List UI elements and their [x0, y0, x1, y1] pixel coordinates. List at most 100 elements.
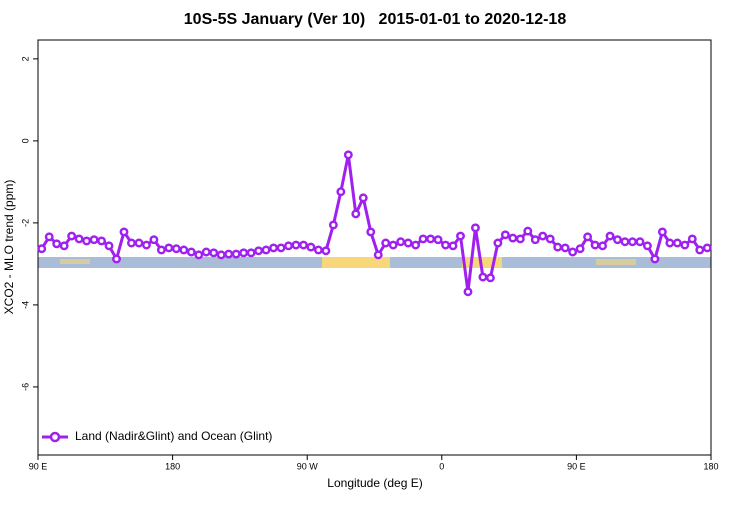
data-point [478, 272, 488, 282]
data-point [366, 227, 376, 237]
data-point [134, 238, 144, 248]
data-point [224, 249, 234, 259]
data-point [575, 244, 585, 254]
data-point [381, 238, 391, 248]
data-point [231, 249, 241, 259]
data-point [164, 243, 174, 253]
y-tick-label: -2 [20, 219, 30, 227]
data-point [403, 238, 413, 248]
x-tick-label: 90 W [297, 461, 319, 471]
data-point [82, 236, 92, 246]
data-point [59, 241, 69, 251]
data-point [628, 237, 637, 247]
data-point [695, 245, 705, 255]
legend-label: Land (Nadir&Glint) and Ocean (Glint) [75, 429, 272, 443]
data-point [538, 231, 548, 241]
data-point [657, 227, 667, 237]
data-point [343, 150, 353, 160]
data-point [269, 243, 278, 253]
data-point [313, 245, 323, 255]
data-point [665, 238, 675, 248]
x-tick-label: 90 E [29, 461, 48, 471]
y-tick-label: 0 [20, 138, 30, 143]
data-point [216, 250, 226, 260]
data-point [112, 254, 121, 264]
data-point [530, 235, 540, 245]
data-point [74, 234, 84, 244]
data-point [463, 287, 473, 297]
y-tick-label: -6 [20, 383, 30, 391]
data-point [508, 233, 518, 243]
x-axis-label: Longitude (deg E) [327, 476, 422, 490]
data-point [328, 220, 338, 230]
data-point [568, 247, 578, 257]
chart-title: 10S-5S January (Ver 10) 2015-01-01 to 20… [184, 11, 567, 28]
data-point [52, 239, 62, 249]
data-point [433, 235, 443, 245]
data-point [642, 241, 652, 251]
data-point [67, 231, 77, 241]
data-point [239, 248, 249, 258]
x-tick-label: 180 [703, 461, 718, 471]
land-strip [322, 257, 390, 268]
data-point [373, 250, 383, 260]
legend-marker [49, 431, 61, 443]
map-strip [38, 257, 711, 268]
data-point [485, 273, 495, 283]
data-point [44, 232, 54, 242]
data-point [186, 247, 196, 257]
data-point [299, 240, 308, 250]
data-point [358, 193, 368, 203]
data-point [560, 243, 570, 253]
legend-item: Land (Nadir&Glint) and Ocean (Glint) [42, 429, 272, 443]
land-strip [596, 259, 636, 265]
data-point [672, 238, 682, 248]
land-strip [60, 259, 90, 264]
series-line [40, 153, 708, 294]
data-point [89, 235, 99, 245]
data-point [388, 240, 398, 250]
data-point [336, 187, 346, 197]
data-point [284, 241, 293, 251]
data-point [254, 246, 264, 256]
data-point [441, 240, 450, 250]
data-point [620, 237, 630, 247]
data-point [261, 245, 271, 255]
data-point [613, 235, 622, 245]
y-axis-label: XCO2 - MLO trend (ppm) [2, 180, 16, 315]
data-point [156, 245, 166, 255]
data-point [201, 247, 211, 257]
x-tick-label: 0 [439, 461, 444, 471]
data-point [97, 236, 107, 246]
data-point [396, 237, 406, 247]
data-point [635, 237, 645, 247]
data-point [448, 241, 458, 251]
data-point [411, 240, 421, 250]
data-point [291, 240, 301, 250]
data-point [500, 230, 510, 240]
data-point [590, 240, 600, 250]
data-point [119, 227, 129, 237]
data-point [37, 244, 47, 254]
x-tick-label: 180 [165, 461, 180, 471]
data-point [426, 234, 436, 244]
data-point [321, 246, 331, 256]
data-point [493, 238, 503, 248]
data-point [276, 243, 286, 253]
data-point [680, 240, 690, 250]
data-point [598, 241, 608, 251]
data-point [141, 240, 151, 250]
data-point [515, 234, 525, 244]
data-point [553, 242, 563, 252]
data-point [545, 234, 555, 244]
data-point [306, 242, 316, 252]
y-tick-label: 2 [20, 56, 30, 61]
data-point [179, 245, 189, 255]
data-point [687, 234, 697, 244]
data-point [523, 226, 533, 236]
data-point [418, 234, 428, 244]
data-point [209, 248, 219, 258]
data-point [171, 244, 181, 254]
y-tick-label: -4 [20, 301, 30, 309]
